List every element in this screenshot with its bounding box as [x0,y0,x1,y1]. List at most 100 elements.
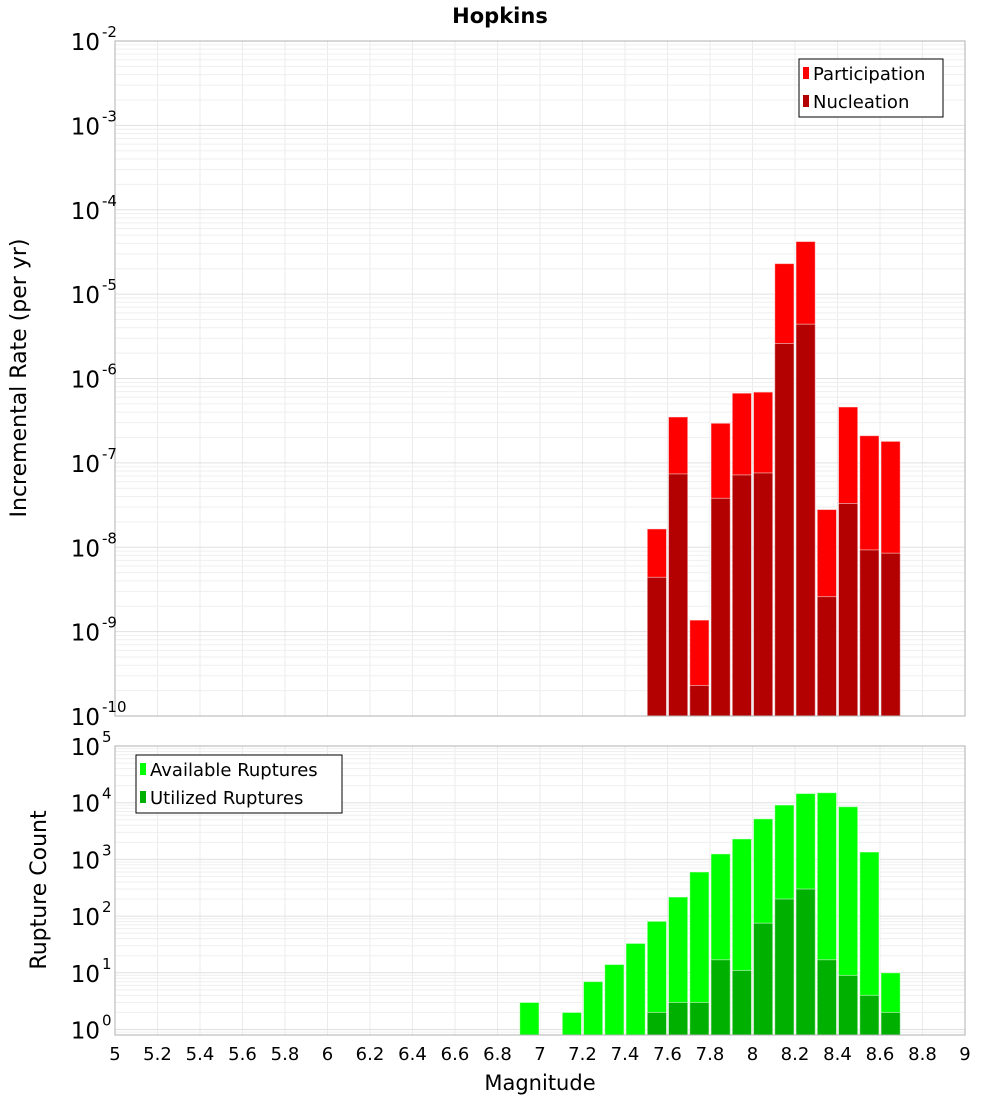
top-bar-nucleation [816,596,837,717]
legend-swatch-participation [803,67,809,79]
x-tick-label: 7 [534,1044,545,1065]
bottom-bar-available-ruptures [519,1001,540,1036]
top-plot-frame [114,40,966,717]
top-bar-nucleation [731,474,752,717]
bottom-bar-utilized-ruptures [689,1001,710,1036]
top-y-tick-label: 10 [71,368,100,394]
legend-swatch-available [140,763,146,775]
bottom-bar-utilized-ruptures [731,969,752,1036]
bottom-legend: Available Ruptures Utilized Ruptures [135,754,343,814]
bottom-bar-utilized-ruptures [795,888,816,1036]
x-tick-label: 5.4 [186,1044,215,1065]
bottom-y-tick-exponent: 5 [102,728,112,746]
x-tick-label: 6.6 [441,1044,470,1065]
bottom-bar-available-ruptures [625,942,646,1036]
top-y-tick-label: 10 [71,536,100,562]
bottom-bar-utilized-ruptures [753,922,774,1036]
top-y-tick-exponent: -5 [102,276,117,294]
top-bar-nucleation [859,549,880,717]
x-tick-label: 5.6 [228,1044,257,1065]
x-axis-label: Magnitude [484,1071,595,1095]
top-y-tick-exponent: -3 [102,107,117,125]
x-tick-label: 5 [109,1044,120,1065]
top-y-tick-label: 10 [71,199,100,225]
x-tick-labels: 5 5.2 5.4 5.6 5.8 6 6.2 6.4 6.6 6.8 7 7.2 7.4 7.6 7.8 8… [109,1044,970,1065]
bottom-plot-frame [114,745,966,1036]
bottom-bar-utilized-ruptures [646,1011,667,1036]
x-tick-label: 7.6 [653,1044,682,1065]
top-y-tick-label: 10 [71,114,100,140]
top-y-tick-exponent: -2 [102,23,117,41]
x-tick-label: 8.4 [823,1044,852,1065]
legend-label-available: Available Ruptures [150,760,318,781]
bottom-bar-utilized-ruptures [774,898,795,1036]
top-bar-nucleation [710,497,731,717]
x-tick-label: 6 [322,1044,333,1065]
x-tick-label: 9 [959,1044,970,1065]
x-tick-label: 6.2 [356,1044,385,1065]
top-y-tick-exponent: -6 [102,361,117,379]
top-y-tick-label: 10 [71,283,100,309]
bottom-y-axis-label: Rupture Count [27,810,52,970]
bottom-y-tick-label: 10 [71,735,100,761]
top-y-tick-label: 10 [71,30,100,56]
top-y-tick-label: 10 [71,621,100,647]
x-tick-label: 5.8 [271,1044,300,1065]
x-tick-label: 7.2 [568,1044,597,1065]
bottom-y-tick-exponent: 1 [102,955,112,973]
legend-swatch-utilized [140,791,146,803]
x-tick-label: 7.8 [696,1044,725,1065]
bottom-y-tick-exponent: 2 [102,898,112,916]
top-bar-nucleation [795,323,816,717]
bottom-y-tick-label: 10 [71,1019,100,1045]
top-y-tick-exponent: -8 [102,529,117,547]
top-y-tick-exponent: -7 [102,445,117,463]
top-y-tick-label: 10 [71,705,100,731]
top-y-tick-exponent: -4 [102,192,117,210]
chart-title: Hopkins [452,4,548,28]
x-tick-label: 6.8 [483,1044,512,1065]
bottom-bar-utilized-ruptures [710,959,731,1036]
legend-label-participation: Participation [813,64,925,85]
bottom-bar-available-ruptures [604,964,625,1036]
top-y-tick-exponent: -10 [102,698,127,716]
bottom-bar-utilized-ruptures [668,1001,689,1036]
top-bar-nucleation [753,472,774,717]
bottom-y-tick-exponent: 3 [102,841,112,859]
bottom-bar-available-ruptures [583,981,604,1036]
x-tick-label: 6.4 [398,1044,427,1065]
bottom-y-tick-label: 10 [71,848,100,874]
legend-label-nucleation: Nucleation [813,92,909,113]
top-bar-nucleation [646,576,667,717]
bottom-bar-utilized-ruptures [816,959,837,1036]
x-tick-label: 8.8 [908,1044,937,1065]
top-y-axis-label: Incremental Rate (per yr) [7,239,32,518]
x-tick-label: 8.2 [781,1044,810,1065]
top-bar-nucleation [774,342,795,717]
bottom-y-tick-exponent: 0 [102,1012,112,1030]
legend-label-utilized: Utilized Ruptures [150,788,303,809]
top-bar-nucleation [668,473,689,717]
top-bar-nucleation [838,503,859,717]
bottom-bar-available-ruptures [561,1011,582,1036]
bottom-y-tick-label: 10 [71,962,100,988]
top-y-tick-exponent: -9 [102,614,117,632]
x-tick-label: 8.6 [866,1044,895,1065]
top-bar-nucleation [880,552,901,717]
legend-swatch-nucleation [803,95,809,107]
x-tick-label: 8 [747,1044,758,1065]
top-legend: Participation Nucleation [798,58,944,118]
bottom-bar-utilized-ruptures [859,994,880,1036]
bottom-y-tick-label: 10 [71,905,100,931]
bottom-bar-utilized-ruptures [838,974,859,1036]
x-tick-label: 5.2 [143,1044,172,1065]
bottom-bar-utilized-ruptures [880,1011,901,1036]
bottom-y-tick-label: 10 [71,792,100,818]
top-bar-nucleation [689,684,710,717]
bottom-y-tick-exponent: 4 [102,785,112,803]
x-tick-label: 7.4 [611,1044,640,1065]
top-y-tick-label: 10 [71,452,100,478]
